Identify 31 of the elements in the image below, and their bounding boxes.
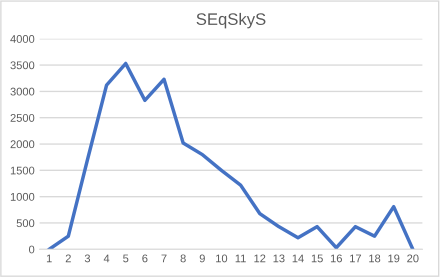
x-tick-label: 5 xyxy=(123,254,128,262)
x-tick-label: 15 xyxy=(312,254,323,262)
y-tick-label: 1000 xyxy=(10,192,34,201)
x-tick-label: 6 xyxy=(142,254,148,262)
y-tick-label: 2500 xyxy=(10,114,34,122)
x-tick-label: 20 xyxy=(407,254,419,262)
y-tick-label: 3000 xyxy=(10,88,34,96)
x-tick-label: 19 xyxy=(388,254,400,262)
y-tick-label: 1500 xyxy=(10,166,34,174)
x-tick-label: 16 xyxy=(330,254,342,262)
x-tick-label: 9 xyxy=(200,254,205,262)
x-tick-label: 1 xyxy=(46,254,52,262)
x-tick-label: 10 xyxy=(216,254,228,262)
y-tick-label: 4000 xyxy=(10,35,34,43)
x-tick-label: 12 xyxy=(254,254,266,262)
line-series xyxy=(47,62,415,250)
x-tick-label: 11 xyxy=(236,254,246,262)
y-tick-label: 0 xyxy=(28,246,34,254)
x-tick-label: 3 xyxy=(84,254,90,262)
y-tick-label: 3500 xyxy=(10,61,34,70)
y-tick-label: 500 xyxy=(16,219,34,228)
x-tick-label: 2 xyxy=(66,254,71,262)
x-tick-label: 8 xyxy=(180,254,186,262)
chart-title: SEqSkyS xyxy=(196,12,266,28)
x-tick-label: 7 xyxy=(161,254,167,262)
x-tick-label: 4 xyxy=(104,254,110,262)
x-tick-label: 17 xyxy=(350,254,362,262)
x-tick-label: 18 xyxy=(369,254,380,262)
x-tick-label: 13 xyxy=(274,254,285,262)
y-tick-label: 2000 xyxy=(10,140,34,148)
x-tick-label: 14 xyxy=(292,254,304,262)
